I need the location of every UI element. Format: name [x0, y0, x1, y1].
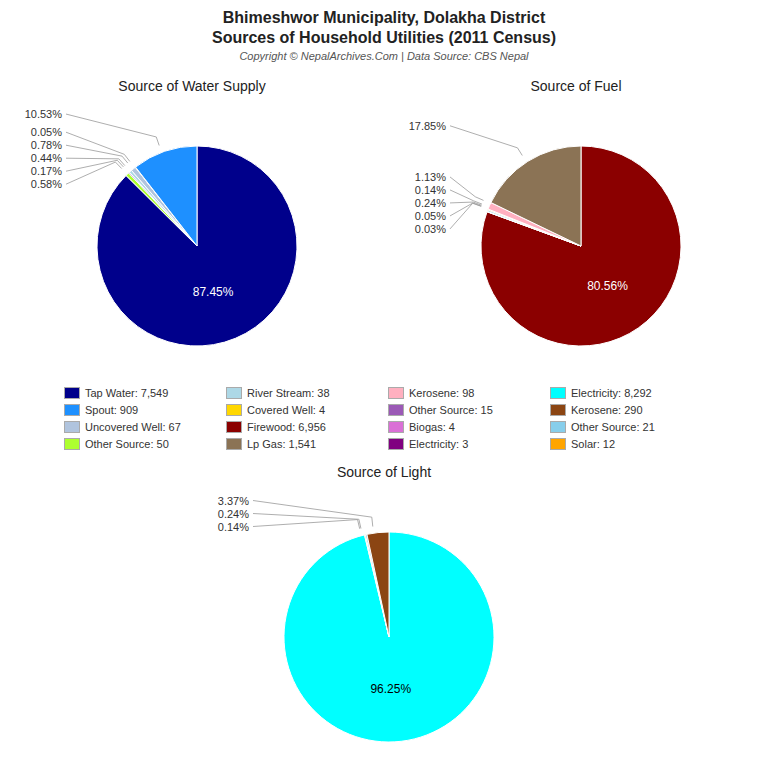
svg-text:0.03%: 0.03%: [415, 223, 446, 235]
html-text:Covered Well: 4: Covered Well: 4: [247, 403, 326, 416]
svg-text:17.85%: 17.85%: [409, 120, 447, 132]
svg-text:80.56%: 80.56%: [587, 279, 628, 293]
html-text:Kerosene: 98: Kerosene: 98: [409, 386, 475, 399]
svg-text:0.14%: 0.14%: [415, 184, 446, 196]
svg-text:0.14%: 0.14%: [218, 521, 249, 533]
html-text:River Stream: 38: River Stream: 38: [247, 386, 330, 399]
html-text:Sources of Household Utilities: Sources of Household Utilities (2011 Cen…: [212, 29, 556, 46]
html-text:Spout: 909: Spout: 909: [85, 403, 139, 416]
html-text:Kerosene: 290: Kerosene: 290: [571, 403, 643, 416]
html-text:Other Source: 50: Other Source: 50: [85, 437, 169, 450]
svg-text:96.25%: 96.25%: [370, 682, 411, 696]
svg-text:0.24%: 0.24%: [415, 197, 446, 209]
html-text:Electricity: 3: Electricity: 3: [409, 437, 469, 450]
html-text:Firewood: 6,956: Firewood: 6,956: [247, 420, 326, 433]
svg-text:0.78%: 0.78%: [31, 139, 62, 151]
svg-text:0.05%: 0.05%: [31, 126, 62, 138]
html-text:Source of Fuel: Source of Fuel: [530, 78, 622, 94]
svg-text:0.24%: 0.24%: [218, 508, 249, 520]
svg-text:0.05%: 0.05%: [415, 210, 446, 222]
svg-text:0.58%: 0.58%: [31, 178, 62, 190]
html-text:Other Source: 15: Other Source: 15: [409, 403, 493, 416]
html-text:Solar: 12: Solar: 12: [571, 437, 615, 450]
svg-text:0.44%: 0.44%: [31, 152, 62, 164]
svg-text:10.53%: 10.53%: [25, 108, 63, 120]
svg-text:87.45%: 87.45%: [193, 285, 234, 299]
html-text:Other Source: 21: Other Source: 21: [571, 420, 655, 433]
html-text:Tap Water: 7,549: Tap Water: 7,549: [85, 386, 169, 399]
svg-text:3.37%: 3.37%: [218, 495, 249, 507]
html-text:Copyright © NepalArchives.Com: Copyright © NepalArchives.Com | Data Sou…: [239, 50, 529, 62]
svg-text:1.13%: 1.13%: [415, 171, 446, 183]
svg-text:0.17%: 0.17%: [31, 165, 62, 177]
html-text:Source of Water Supply: Source of Water Supply: [118, 78, 266, 94]
html-text:Bhimeshwor Municipality, Dolak: Bhimeshwor Municipality, Dolakha Distric…: [222, 9, 546, 26]
html-text:Biogas: 4: Biogas: 4: [409, 420, 455, 433]
html-text:Uncovered Well: 67: Uncovered Well: 67: [85, 420, 181, 433]
html-text:Lp Gas: 1,541: Lp Gas: 1,541: [247, 437, 317, 450]
html-text:Source of Light: Source of Light: [336, 464, 432, 480]
html-text:Electricity: 8,292: Electricity: 8,292: [571, 386, 652, 399]
